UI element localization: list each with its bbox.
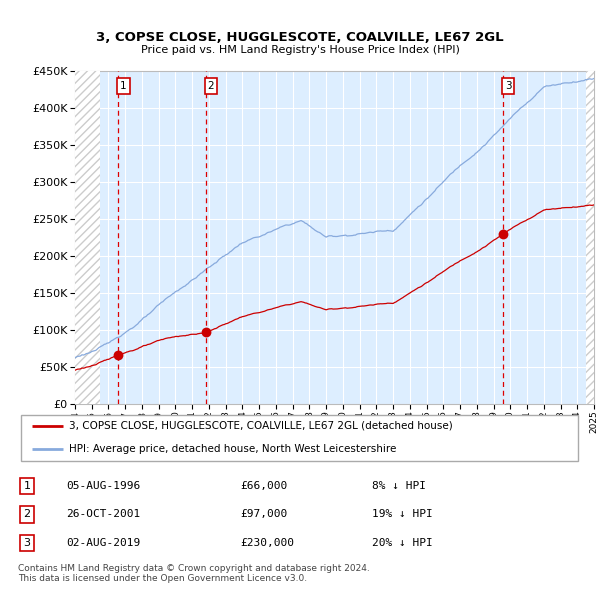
Point bbox=[499, 229, 508, 238]
Text: 26-OCT-2001: 26-OCT-2001 bbox=[66, 510, 140, 519]
Point bbox=[113, 350, 123, 360]
Text: 02-AUG-2019: 02-AUG-2019 bbox=[66, 538, 140, 548]
Text: 3: 3 bbox=[23, 538, 31, 548]
Text: 19% ↓ HPI: 19% ↓ HPI bbox=[372, 510, 433, 519]
Text: 20% ↓ HPI: 20% ↓ HPI bbox=[372, 538, 433, 548]
Text: 05-AUG-1996: 05-AUG-1996 bbox=[66, 481, 140, 491]
Text: 3: 3 bbox=[505, 81, 512, 91]
Bar bbox=[21, 415, 578, 461]
Text: 8% ↓ HPI: 8% ↓ HPI bbox=[372, 481, 426, 491]
Point bbox=[201, 327, 211, 337]
Text: Price paid vs. HM Land Registry's House Price Index (HPI): Price paid vs. HM Land Registry's House … bbox=[140, 45, 460, 55]
Text: £66,000: £66,000 bbox=[240, 481, 287, 491]
Text: 1: 1 bbox=[23, 481, 31, 491]
Text: 2: 2 bbox=[23, 510, 31, 519]
Text: 3, COPSE CLOSE, HUGGLESCOTE, COALVILLE, LE67 2GL: 3, COPSE CLOSE, HUGGLESCOTE, COALVILLE, … bbox=[96, 31, 504, 44]
Text: HPI: Average price, detached house, North West Leicestershire: HPI: Average price, detached house, Nort… bbox=[69, 444, 396, 454]
Text: Contains HM Land Registry data © Crown copyright and database right 2024.
This d: Contains HM Land Registry data © Crown c… bbox=[18, 563, 370, 583]
Text: £230,000: £230,000 bbox=[240, 538, 294, 548]
Bar bbox=[75, 71, 100, 404]
Text: 3, COPSE CLOSE, HUGGLESCOTE, COALVILLE, LE67 2GL (detached house): 3, COPSE CLOSE, HUGGLESCOTE, COALVILLE, … bbox=[69, 421, 452, 431]
Text: 2: 2 bbox=[208, 81, 214, 91]
Bar bbox=[586, 71, 594, 404]
Text: £97,000: £97,000 bbox=[240, 510, 287, 519]
Text: 1: 1 bbox=[120, 81, 127, 91]
